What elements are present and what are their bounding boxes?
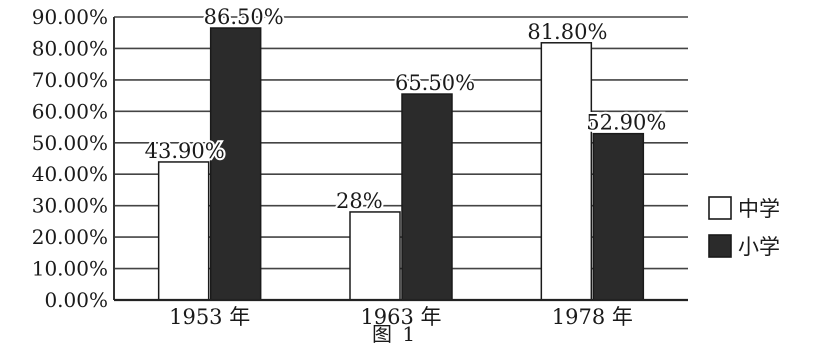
bar-xiaoxue-0	[209, 27, 262, 301]
y-tick-label: 60.00%	[32, 99, 108, 123]
y-tick-label: 0.00%	[44, 288, 108, 312]
y-tick-label: 40.00%	[32, 162, 108, 186]
bar-zhongxue-2	[540, 42, 593, 301]
y-tick-label: 50.00%	[32, 131, 108, 155]
y-axis: 0.00% 10.00% 20.00% 30.00% 40.00% 50.00% 60.00…	[32, 5, 115, 312]
bars	[157, 27, 645, 301]
legend-label: 中学	[738, 197, 780, 221]
y-tick-label: 80.00%	[32, 36, 108, 60]
y-tick-label: 30.00%	[32, 194, 108, 218]
bar-value-labels: 43.90% 86.50% 28% 65.50% 81.80% 52.90%	[143, 3, 669, 215]
bar-xiaoxue-1	[401, 93, 453, 301]
y-tick-label: 10.00%	[32, 257, 108, 281]
bar-value-label: 65.50%	[395, 71, 475, 95]
figure-caption: 图 1	[372, 322, 418, 346]
legend-label: 小学	[738, 235, 780, 259]
bar-xiaoxue-2	[592, 132, 645, 301]
bar-value-label: 43.90%	[145, 139, 225, 163]
bar-zhongxue-1	[349, 211, 401, 301]
y-tick-label: 70.00%	[32, 68, 108, 92]
bar-value-label: 28%	[336, 189, 383, 213]
legend-swatch-0	[708, 196, 732, 220]
x-category-label: 1963 年	[360, 305, 441, 329]
y-tick-label: 90.00%	[32, 5, 108, 29]
legend-swatch-1	[708, 234, 732, 258]
bar-zhongxue-0	[157, 161, 210, 301]
bar-value-label: 81.80%	[527, 20, 607, 44]
x-axis: 1953 年 1963 年 1978 年	[114, 298, 688, 329]
bar-value-label: 52.90%	[586, 111, 666, 135]
gridlines	[114, 16, 688, 301]
x-category-label: 1978 年	[552, 305, 633, 329]
x-category-label: 1953 年	[169, 305, 250, 329]
y-tick-label: 20.00%	[32, 225, 108, 249]
bar-value-label: 86.50%	[204, 5, 284, 29]
